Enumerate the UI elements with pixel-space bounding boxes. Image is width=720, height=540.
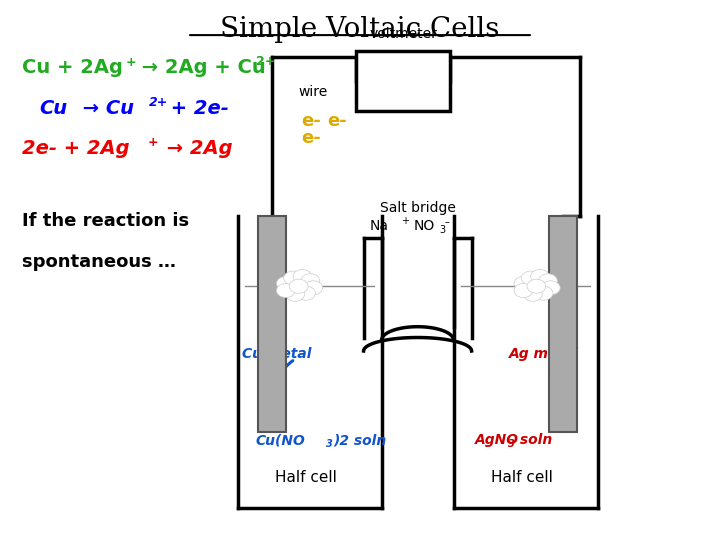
- Text: spontaneous …: spontaneous …: [22, 253, 176, 271]
- Circle shape: [297, 286, 315, 300]
- Circle shape: [539, 274, 557, 288]
- Text: Cu + 2Ag: Cu + 2Ag: [22, 58, 122, 77]
- Text: )2 soln: )2 soln: [333, 433, 387, 447]
- Circle shape: [304, 281, 323, 295]
- Text: e-: e-: [301, 112, 320, 131]
- Text: Cu metal: Cu metal: [243, 347, 312, 361]
- Text: +: +: [148, 136, 158, 149]
- Text: voltmeter: voltmeter: [369, 26, 437, 40]
- Circle shape: [293, 269, 312, 284]
- Text: electrode: electrode: [267, 298, 277, 350]
- Text: –: –: [445, 218, 450, 227]
- Text: 3: 3: [326, 440, 333, 449]
- Circle shape: [276, 284, 295, 298]
- Text: Salt bridge: Salt bridge: [379, 201, 456, 215]
- Text: Cu: Cu: [40, 98, 68, 118]
- Circle shape: [523, 287, 542, 301]
- Circle shape: [521, 271, 540, 285]
- Text: electrode: electrode: [558, 298, 568, 350]
- Text: Na: Na: [370, 219, 389, 233]
- Text: Cu(NO: Cu(NO: [256, 433, 305, 447]
- Circle shape: [289, 279, 308, 293]
- Text: → 2Ag + Cu: → 2Ag + Cu: [135, 58, 266, 77]
- Circle shape: [276, 276, 295, 291]
- Text: AgNO: AgNO: [475, 433, 519, 447]
- Text: 2+: 2+: [149, 96, 168, 109]
- Circle shape: [286, 287, 305, 301]
- Text: → 2Ag: → 2Ag: [160, 139, 233, 158]
- FancyBboxPatch shape: [258, 216, 286, 432]
- Text: 3: 3: [508, 440, 515, 449]
- FancyBboxPatch shape: [549, 216, 577, 432]
- Text: → Cu: → Cu: [76, 98, 134, 118]
- Circle shape: [531, 269, 549, 284]
- Circle shape: [514, 284, 533, 298]
- FancyBboxPatch shape: [356, 51, 450, 111]
- Text: wire: wire: [299, 85, 328, 99]
- Circle shape: [514, 276, 533, 291]
- Circle shape: [527, 279, 546, 293]
- Text: Half cell: Half cell: [491, 470, 553, 485]
- Text: soln: soln: [515, 433, 552, 447]
- Text: Simple Voltaic Cells: Simple Voltaic Cells: [220, 16, 500, 43]
- Circle shape: [284, 271, 302, 285]
- Text: Half cell: Half cell: [275, 470, 337, 485]
- Text: e-: e-: [328, 112, 347, 131]
- Text: NO: NO: [414, 219, 436, 233]
- Text: 2e- + 2Ag: 2e- + 2Ag: [22, 139, 129, 158]
- Text: 3: 3: [439, 225, 446, 235]
- Text: +: +: [401, 217, 409, 226]
- Circle shape: [541, 281, 560, 295]
- Text: Ag metal: Ag metal: [508, 347, 579, 361]
- Text: +: +: [126, 56, 137, 69]
- Text: 2+: 2+: [256, 55, 275, 68]
- Circle shape: [301, 274, 320, 288]
- Text: e-: e-: [301, 129, 320, 147]
- Circle shape: [534, 286, 553, 300]
- Text: + 2e-: + 2e-: [164, 98, 229, 118]
- Text: If the reaction is: If the reaction is: [22, 212, 189, 231]
